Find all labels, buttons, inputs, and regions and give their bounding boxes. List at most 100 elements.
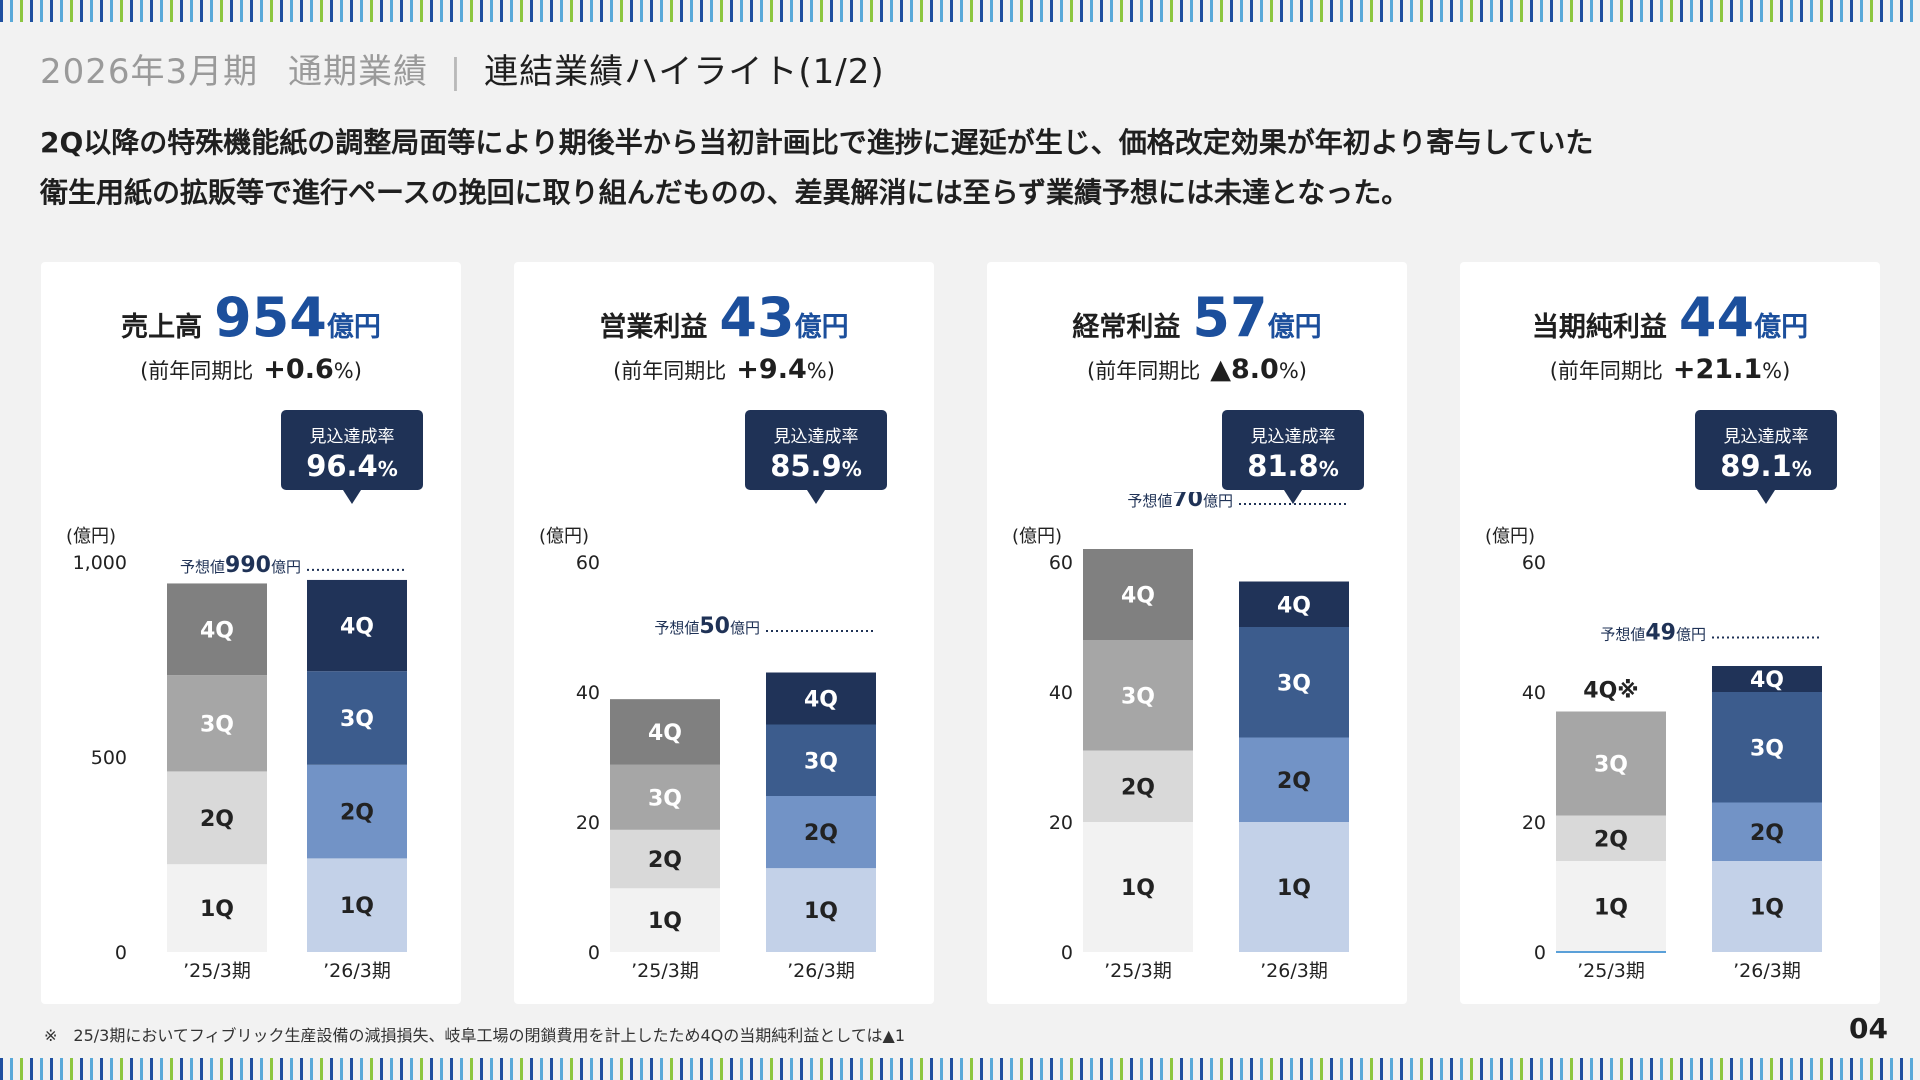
yoy-suffix: %) [1762,359,1791,383]
achievement-value-wrap: 96.4% [281,449,423,483]
footnote: ※ 25/3期においてフィブリック生産設備の減損損失、岐阜工場の閉鎖費用を計上し… [44,1026,905,1045]
bar-segment-1q [1239,822,1349,952]
kpi-value: 44 [1678,286,1755,349]
y-axis-label: (億円) [66,526,116,547]
stacked-bar-chart: (億円) 0 20 40 60 1Q 2Q 3Q 4Q ’25/3期 1Q 2Q 3Q 4Q ’26/3期 予… [1012,492,1349,982]
forecast-label: 予想値50億円 [654,614,876,639]
bar-segment-2q [1239,737,1349,822]
achievement-value-wrap: 85.9% [745,449,887,483]
bar-segment-label: 2Q [1277,769,1311,794]
bar-segment-label: 1Q [200,897,234,922]
bar-segment-4q [1239,581,1349,627]
yoy-prefix: (前年同期比 [140,359,254,383]
bar-segment-label: 1Q [1594,896,1628,921]
y-tick-label: 20 [576,812,600,834]
achievement-value: 85.9 [770,449,842,483]
kpi-panel-1: 売上高 954億円 (前年同期比 +0.6%) 見込達成率 96.4% (億円) 0 500 1,… [41,262,461,1004]
achievement-callout: 見込達成率 96.4% [281,410,423,504]
stacked-bar-chart: (億円) 0 20 40 60 1Q 2Q 3Q 4Q ’25/3期 1Q 2Q 3Q 4Q ’26/3期 予… [539,526,876,982]
yoy-value: +9.4 [736,354,807,385]
bar-segment-4q [307,579,407,672]
yoy-value: ▲8.0 [1210,354,1279,385]
bar-segment-label: 1Q [804,899,838,924]
bar-segment-label: 2Q [200,807,234,832]
x-category-label: ’26/3期 [323,960,391,982]
x-category-label: ’25/3期 [1104,960,1172,982]
achievement-label: 見込達成率 [1723,427,1809,447]
y-tick-label: 1,000 [73,552,127,574]
bar-segment-1q [307,858,407,952]
yoy-prefix: (前年同期比 [613,359,727,383]
x-category-label: ’26/3期 [1733,960,1801,982]
y-tick-label: 0 [1534,942,1546,964]
kpi-title: 営業利益 43億円 [514,286,934,349]
svg-text:予想値49億円: 予想値49億円 [1600,621,1706,646]
bar-segment-4q [610,699,720,765]
top-stripe [0,0,1920,22]
achievement-value-wrap: 89.1% [1695,449,1837,483]
achievement-unit: % [1318,457,1339,481]
bar-segment-label: 4Q [340,615,374,640]
bar-segment-label: 2Q [648,848,682,873]
kpi-value: 57 [1192,286,1268,349]
y-tick-label: 40 [576,682,600,704]
forecast-label: 予想値49億円 [1600,621,1822,646]
y-axis-label: (億円) [539,526,589,547]
bar-segment-label: 3Q [804,749,838,774]
kpi-unit: 億円 [794,312,849,343]
bar-segment-3q [1712,692,1822,803]
page-title: 連結業績ハイライト(1/2) [484,52,885,92]
bar-segment-label: 2Q [1750,821,1784,846]
bar-segment-label: 3Q [1277,671,1311,696]
bar-segment-label: 3Q [648,786,682,811]
kpi-panel-3: 経常利益 57億円 (前年同期比 ▲8.0%) 見込達成率 81.8% (億円) 0 20 40 6… [987,262,1407,1004]
bar-segment-label: 4Q [648,721,682,746]
achievement-unit: % [377,457,398,481]
achievement-unit: % [841,457,862,481]
bar-segment-2q [307,764,407,859]
forecast-label: 予想値70億円 [1127,492,1349,512]
achievement-callout: 見込達成率 81.8% [1222,410,1364,504]
kpi-panel-2: 営業利益 43億円 (前年同期比 +9.4%) 見込達成率 85.9% (億円) 0 20 40 6… [514,262,934,1004]
y-tick-label: 500 [91,747,127,769]
kpi-label: 営業利益 [599,312,708,343]
yoy-prefix: (前年同期比 [1549,359,1663,383]
kpi-value: 954 [214,286,327,349]
kpi-label: 経常利益 [1072,312,1181,343]
forecast-label: 予想値990億円 [180,553,407,578]
bar-segment-label: 4Q※ [1583,679,1638,704]
svg-text:予想値50億円: 予想値50億円 [654,614,760,639]
header-period: 2026年3月期 [40,52,259,92]
bar-segment-label: 4Q [1121,584,1155,609]
x-category-label: ’25/3期 [1577,960,1645,982]
achievement-value: 81.8 [1247,449,1319,483]
header-section: 通期業績 [287,52,428,92]
achievement-callout: 見込達成率 85.9% [745,410,887,504]
yoy-value: +0.6 [263,354,334,385]
y-axis-label: (億円) [1012,526,1062,547]
bottom-stripe [0,1058,1920,1080]
bar-segment-3q [610,764,720,830]
bar-segment-4q [167,583,267,676]
x-category-label: ’26/3期 [787,960,855,982]
bar-segment-label: 3Q [1750,736,1784,761]
yoy-suffix: %) [333,359,362,383]
svg-text:予想値70億円: 予想値70億円 [1127,492,1233,512]
bar-segment-4q [1083,549,1193,640]
bar-segment-4q [766,672,876,725]
svg-text:予想値990億円: 予想値990億円 [180,553,301,578]
bar-segment-1q [610,888,720,952]
achievement-label: 見込達成率 [1250,427,1336,447]
bar-segment-label: 3Q [1121,684,1155,709]
stacked-bar-chart: (億円) 0 500 1,000 1Q 2Q 3Q 4Q ’25/3期 1Q 2Q 3Q 4Q ’26/3… [66,526,407,982]
y-tick-label: 0 [115,942,127,964]
achievement-value: 96.4 [306,449,378,483]
bar-segment-2q [167,771,267,865]
bar-segment-label: 1Q [340,894,374,919]
bar-segment-2q [766,796,876,869]
yoy-text: (前年同期比 ▲8.0%) [987,354,1407,385]
achievement-callout: 見込達成率 89.1% [1695,410,1837,504]
y-tick-label: 60 [1522,552,1546,574]
bar-segment-label: 4Q [200,618,234,643]
bar-segment-label: 3Q [200,712,234,737]
